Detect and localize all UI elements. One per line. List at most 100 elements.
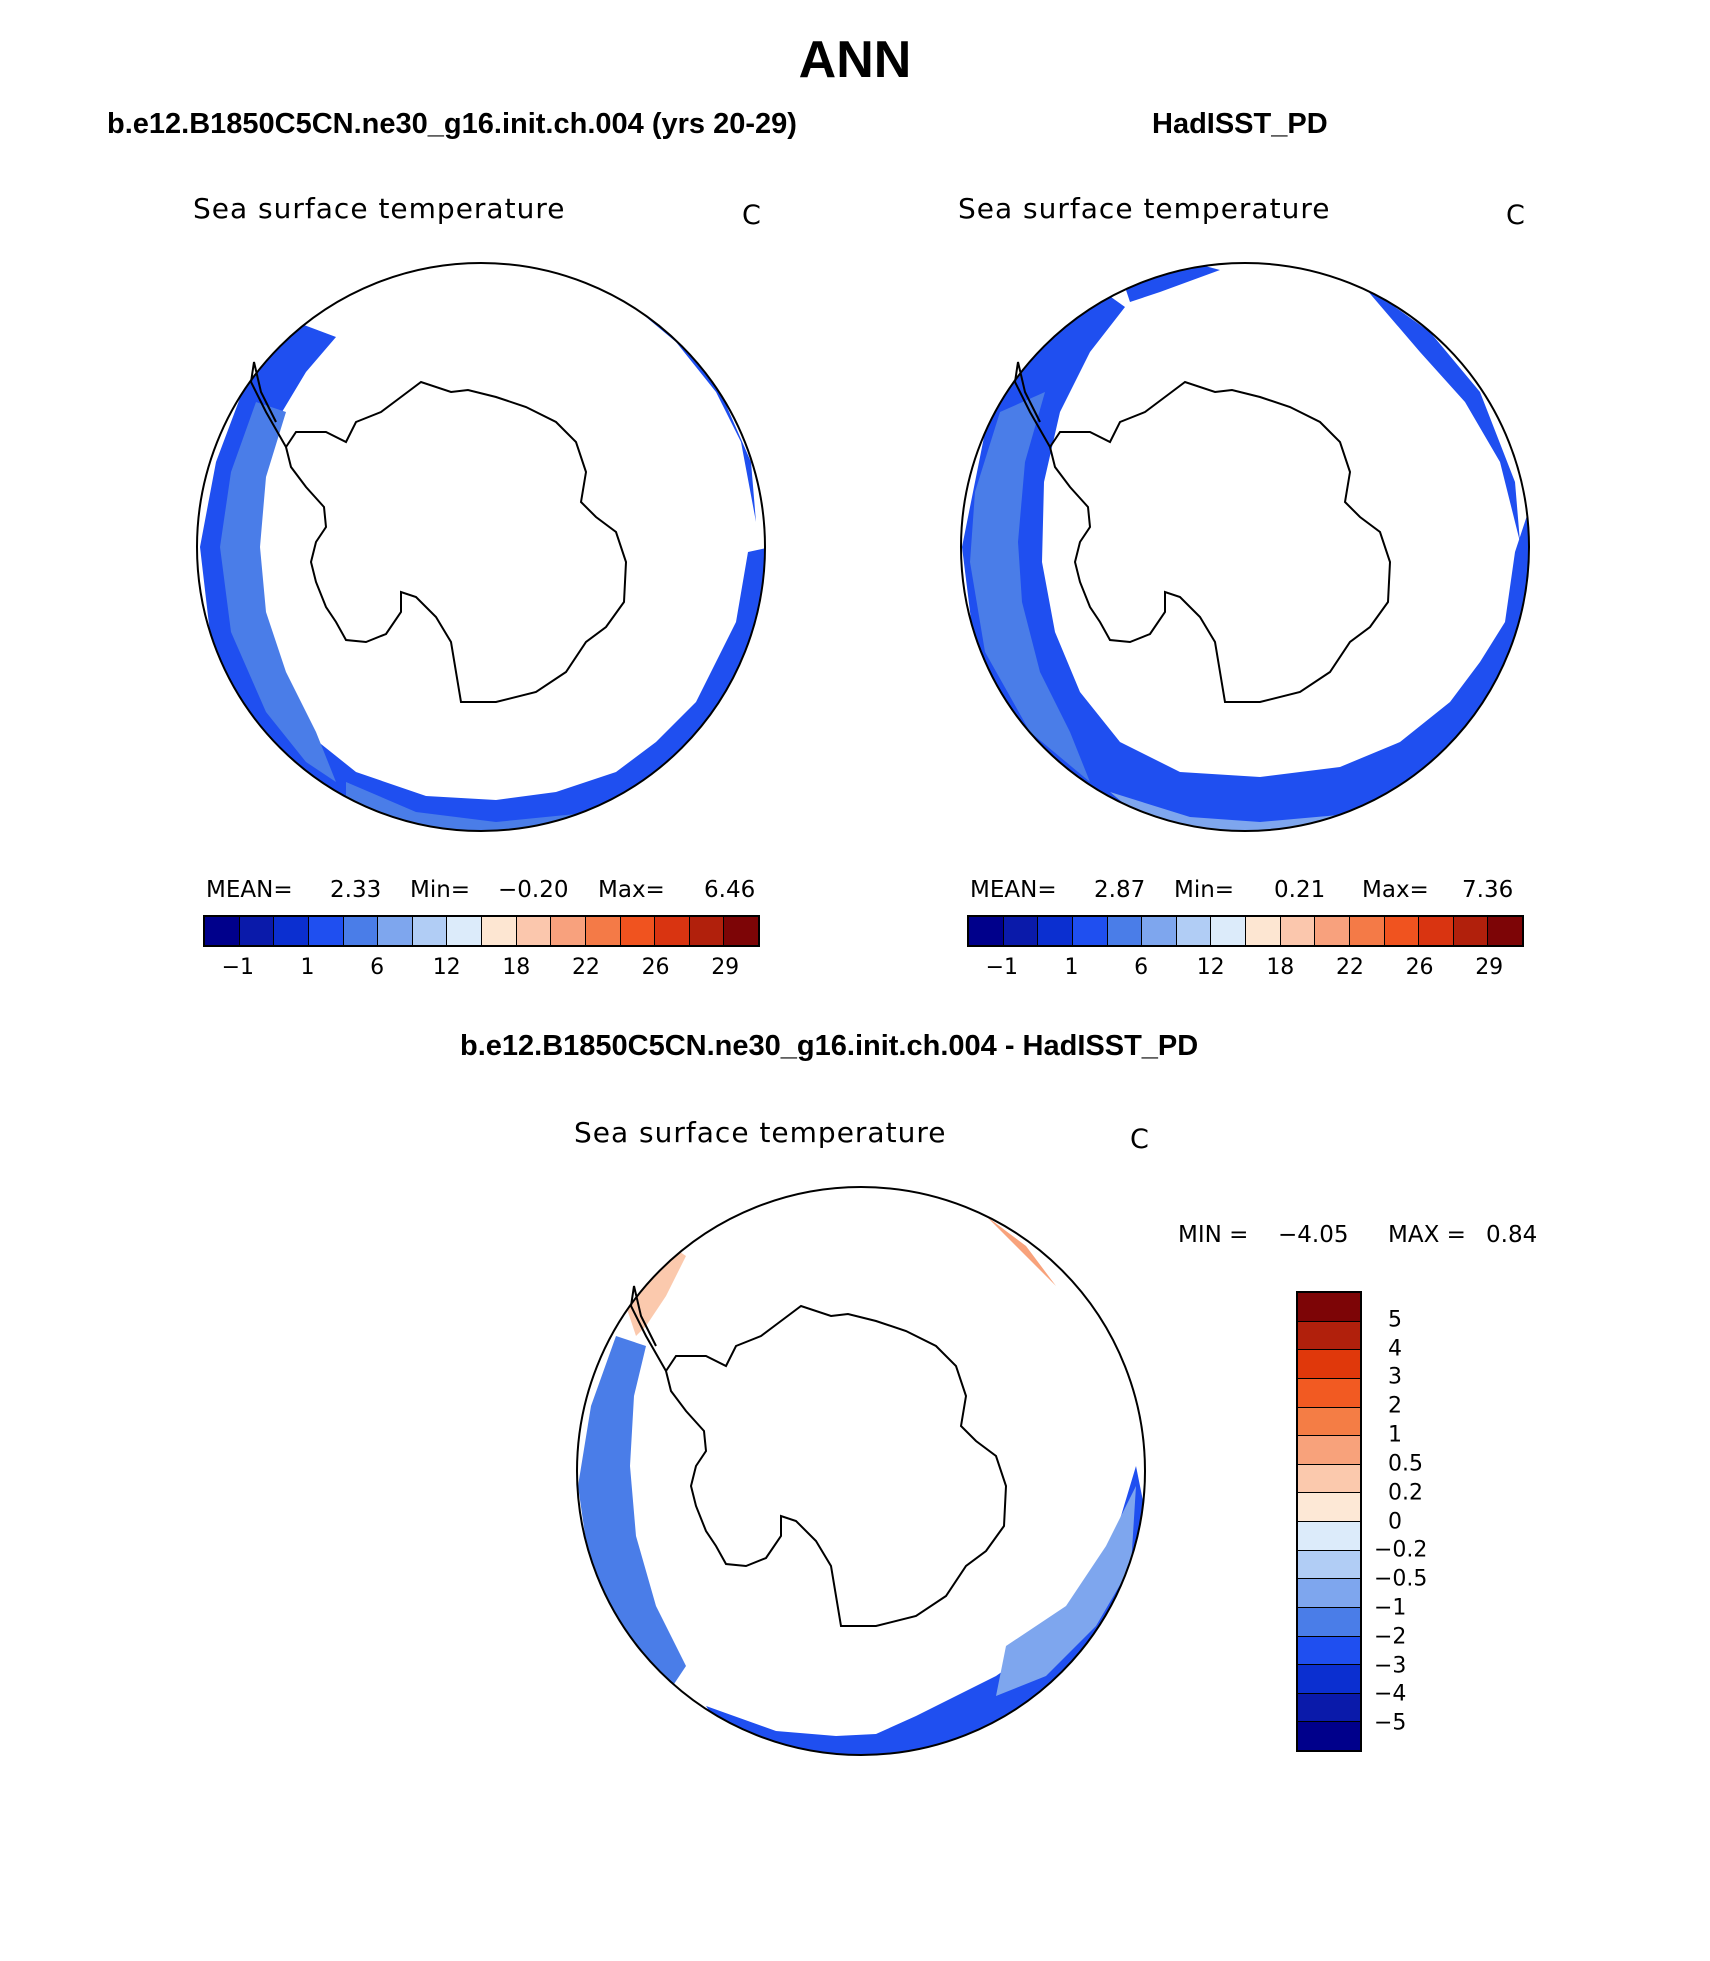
- model-colorbar-cell: [620, 917, 656, 945]
- diff-colorbar-tick: −5: [1374, 1710, 1407, 1736]
- model-colorbar-tick: 26: [641, 955, 670, 980]
- obs-colorbar-cell: [1280, 917, 1316, 945]
- diff-colorbar-tick: −0.5: [1374, 1566, 1428, 1592]
- obs-antarctica-coastline: [1048, 380, 1392, 703]
- diff-colorbar-cell: [1298, 1464, 1360, 1494]
- obs-colorbar-ticks: −1 1 6 12 18 22 26 29: [967, 955, 1524, 985]
- diff-peninsula-coastline: [629, 1285, 667, 1372]
- model-mean-value: 2.33: [330, 877, 382, 903]
- obs-colorbar-cell: [1003, 917, 1039, 945]
- diff-band-south: [706, 1466, 1145, 1755]
- model-stats: MEAN= 2.33 Min= −0.20 Max= 6.46: [206, 877, 766, 907]
- diff-colorbar-cell: [1298, 1550, 1360, 1580]
- model-colorbar-cell: [308, 917, 344, 945]
- model-colorbar-ticks: −1 1 6 12 18 22 26 29: [203, 955, 760, 985]
- model-colorbar-tick: 22: [571, 955, 600, 980]
- diff-colorbar-cell: [1298, 1407, 1360, 1437]
- model-mean-label: MEAN=: [206, 877, 293, 903]
- obs-min-value: 0.21: [1274, 877, 1326, 903]
- diff-max-label: MAX =: [1388, 1222, 1466, 1248]
- obs-colorbar-tick: 12: [1196, 955, 1225, 980]
- diff-colorbar-cell: [1298, 1378, 1360, 1408]
- model-colorbar-tick: 12: [432, 955, 461, 980]
- diff-colorbar-cell: [1298, 1522, 1360, 1551]
- model-colorbar-cell: [551, 917, 586, 945]
- diff-colorbar-cell: [1298, 1321, 1360, 1351]
- diff-colorbar-tick: −0.2: [1374, 1537, 1428, 1563]
- model-colorbar-tick: 18: [502, 955, 531, 980]
- obs-colorbar-cell: [1072, 917, 1108, 945]
- obs-colorbar-tick: 29: [1475, 955, 1504, 980]
- diff-colorbar-tick: 0: [1388, 1509, 1402, 1534]
- model-colorbar-cell: [724, 917, 758, 945]
- obs-units-label: C: [1506, 200, 1525, 231]
- obs-polar-map: [960, 262, 1530, 832]
- obs-sst-band-mid: [970, 392, 1090, 782]
- model-colorbar-cell: [239, 917, 275, 945]
- model-polar-map: [196, 262, 766, 832]
- diff-colorbar-cell: [1298, 1722, 1360, 1750]
- obs-colorbar-tick: 1: [1064, 955, 1079, 980]
- diff-warm-patch-northeast: [986, 1216, 1056, 1286]
- obs-colorbar-cell: [1176, 917, 1212, 945]
- diff-colorbar-tick: 0.2: [1388, 1480, 1423, 1506]
- diff-colorbar-cell: [1298, 1665, 1360, 1694]
- model-colorbar-cell: [655, 917, 690, 945]
- obs-peninsula-coastline: [1013, 361, 1051, 448]
- model-min-value: −0.20: [498, 877, 569, 903]
- model-colorbar-cell: [412, 917, 448, 945]
- obs-max-value: 7.36: [1462, 877, 1514, 903]
- main-title: ANN: [798, 31, 912, 89]
- model-colorbar: [203, 915, 760, 947]
- diff-colorbar-tick: −4: [1374, 1681, 1407, 1707]
- model-sst-band-inner: [220, 402, 336, 782]
- obs-colorbar-tick: −1: [985, 955, 1019, 980]
- diff-colorbar-ticks: 5 4 3 2 1 0.5 0.2 0 −0.2 −0.5 −1 −2 −3 −4 −5: [1374, 1291, 1464, 1752]
- obs-variable-label: Sea surface temperature: [958, 192, 1331, 225]
- diff-colorbar-tick: 5: [1388, 1307, 1402, 1333]
- model-colorbar-cell: [205, 917, 240, 945]
- obs-colorbar-tick: 22: [1335, 955, 1364, 980]
- diff-colorbar-tick: −3: [1374, 1653, 1407, 1679]
- model-panel-title: b.e12.B1850C5CN.ne30_g16.init.ch.004 (yr…: [107, 108, 797, 140]
- diff-colorbar-cell: [1298, 1693, 1360, 1723]
- obs-stats: MEAN= 2.87 Min= 0.21 Max= 7.36: [970, 877, 1530, 907]
- diff-polar-map: [576, 1186, 1146, 1756]
- model-colorbar-tick: 6: [370, 955, 385, 980]
- obs-colorbar: [967, 915, 1524, 947]
- diff-colorbar: [1296, 1291, 1362, 1752]
- diff-colorbar-cell: [1298, 1293, 1360, 1322]
- model-colorbar-tick: 1: [300, 955, 315, 980]
- obs-panel-title: HadISST_PD: [1152, 108, 1328, 140]
- model-variable-label: Sea surface temperature: [193, 192, 566, 225]
- diff-colorbar-tick: 0.5: [1388, 1451, 1423, 1477]
- model-peninsula-coastline: [249, 361, 287, 448]
- model-colorbar-cell: [274, 917, 309, 945]
- diff-max-value: 0.84: [1486, 1222, 1538, 1248]
- model-colorbar-cell: [516, 917, 552, 945]
- diff-min-label: MIN =: [1178, 1222, 1249, 1248]
- diff-colorbar-tick: −2: [1374, 1624, 1407, 1650]
- obs-colorbar-cell: [1142, 917, 1177, 945]
- model-colorbar-tick: −1: [221, 955, 255, 980]
- obs-colorbar-tick: 26: [1405, 955, 1434, 980]
- obs-min-label: Min=: [1174, 877, 1235, 903]
- obs-sst-band-east: [1360, 282, 1520, 542]
- model-colorbar-cell: [447, 917, 482, 945]
- obs-colorbar-cell: [1107, 917, 1143, 945]
- model-colorbar-cell: [378, 917, 413, 945]
- obs-colorbar-cell: [1453, 917, 1489, 945]
- obs-colorbar-cell: [1488, 917, 1522, 945]
- model-sst-band-outer: [200, 322, 765, 831]
- diff-stats: MIN = −4.05 MAX = 0.84: [1178, 1222, 1558, 1252]
- diff-colorbar-cell: [1298, 1436, 1360, 1465]
- obs-colorbar-cell: [1384, 917, 1420, 945]
- model-antarctica-coastline: [284, 380, 628, 703]
- obs-colorbar-cell: [969, 917, 1004, 945]
- model-sst-band-east: [616, 292, 756, 522]
- diff-variable-label: Sea surface temperature: [574, 1116, 947, 1149]
- obs-colorbar-tick: 18: [1266, 955, 1295, 980]
- diff-colorbar-cell: [1298, 1493, 1360, 1522]
- diff-antarctica-coastline: [664, 1304, 1008, 1627]
- diff-units-label: C: [1130, 1124, 1149, 1155]
